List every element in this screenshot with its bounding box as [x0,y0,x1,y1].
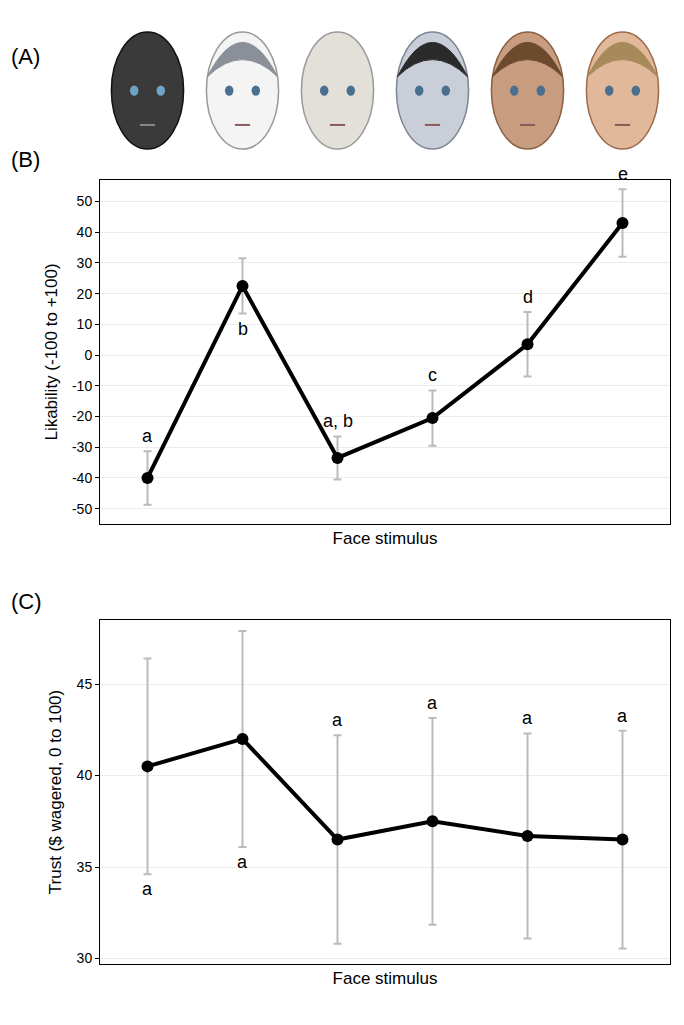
svg-text:-10: -10 [72,378,92,394]
svg-text:10: 10 [77,316,93,332]
svg-text:0: 0 [84,347,92,363]
svg-text:Face stimulus: Face stimulus [333,969,438,988]
svg-text:40: 40 [77,767,93,783]
svg-text:b: b [238,319,248,339]
svg-text:-20: -20 [72,408,92,424]
svg-text:-50: -50 [72,501,92,517]
svg-text:a: a [617,706,628,726]
svg-text:a: a [142,879,153,899]
svg-text:30: 30 [77,255,93,271]
svg-text:a: a [237,852,248,872]
svg-text:a, b: a, b [323,411,353,431]
svg-text:-30: -30 [72,439,92,455]
svg-text:(B): (B) [11,147,40,172]
svg-text:c: c [428,365,437,385]
svg-text:e: e [618,164,628,184]
svg-text:a: a [332,710,343,730]
svg-text:a: a [142,426,153,446]
svg-text:40: 40 [77,224,93,240]
svg-text:a: a [427,693,438,713]
svg-text:35: 35 [77,859,93,875]
svg-text:(C): (C) [11,589,42,614]
svg-text:45: 45 [77,676,93,692]
svg-text:Trust ($ wagered, 0 to 100): Trust ($ wagered, 0 to 100) [46,690,65,894]
svg-text:a: a [522,708,533,728]
svg-text:(A): (A) [11,44,40,69]
svg-text:20: 20 [77,286,93,302]
svg-text:Likability (-100 to +100): Likability (-100 to +100) [42,263,61,440]
svg-text:d: d [523,287,533,307]
svg-text:50: 50 [77,193,93,209]
svg-text:30: 30 [77,950,93,966]
svg-text:Face stimulus: Face stimulus [333,529,438,548]
svg-text:-40: -40 [72,470,92,486]
